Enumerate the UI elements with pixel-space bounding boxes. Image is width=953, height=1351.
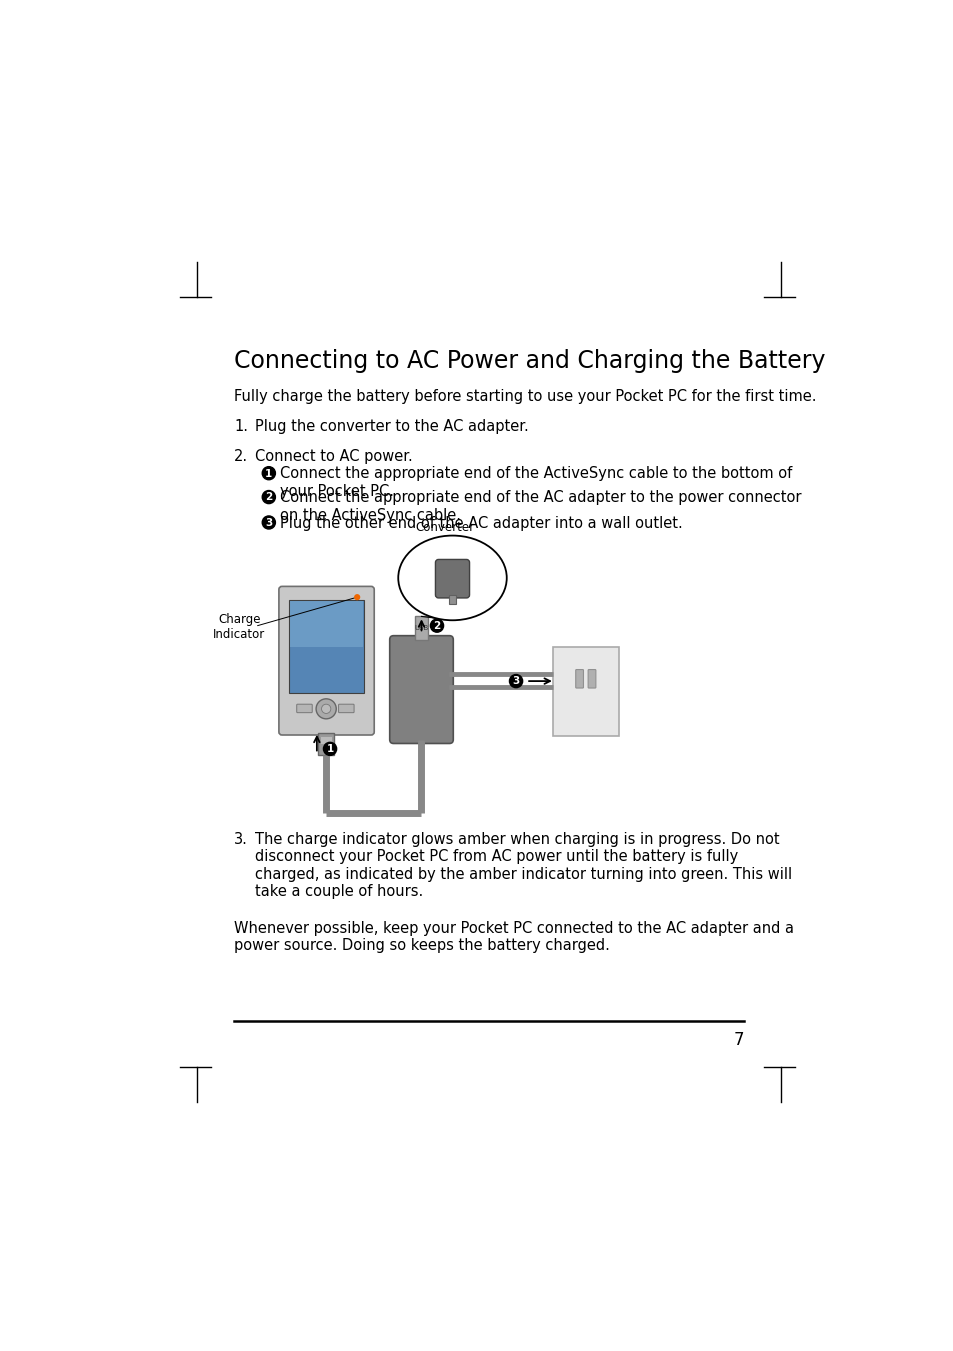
Text: Connect the appropriate end of the ActiveSync cable to the bottom of
your Pocket: Connect the appropriate end of the Activ… [280,466,792,499]
FancyBboxPatch shape [320,736,332,744]
FancyBboxPatch shape [575,670,583,688]
Circle shape [430,619,443,632]
Text: Plug the other end of the AC adapter into a wall outlet.: Plug the other end of the AC adapter int… [280,516,682,531]
Text: Connecting to AC Power and Charging the Battery: Connecting to AC Power and Charging the … [233,349,824,373]
Text: 1.: 1. [233,419,248,434]
FancyBboxPatch shape [448,594,456,604]
Circle shape [323,742,336,755]
FancyBboxPatch shape [338,704,354,713]
Circle shape [354,594,360,600]
Text: 2: 2 [265,493,273,503]
Text: Whenever possible, keep your Pocket PC connected to the AC adapter and a
power s: Whenever possible, keep your Pocket PC c… [233,920,793,952]
FancyBboxPatch shape [435,559,469,598]
Text: Connect to AC power.: Connect to AC power. [254,449,413,463]
Text: Charge
Indicator: Charge Indicator [213,612,265,640]
Circle shape [321,704,331,713]
Text: 1: 1 [265,469,273,478]
Circle shape [262,490,275,504]
Text: 3: 3 [265,517,273,528]
Text: 1: 1 [326,744,334,754]
Text: 3: 3 [512,677,519,686]
FancyBboxPatch shape [390,636,453,743]
FancyBboxPatch shape [415,616,428,639]
FancyBboxPatch shape [296,704,312,713]
Text: Plug the converter to the AC adapter.: Plug the converter to the AC adapter. [254,419,528,434]
Text: 2.: 2. [233,449,248,463]
Text: USB: USB [414,626,428,631]
FancyBboxPatch shape [289,600,364,693]
FancyBboxPatch shape [553,647,618,736]
FancyBboxPatch shape [290,601,363,647]
Text: 2: 2 [433,621,440,631]
FancyBboxPatch shape [587,670,596,688]
Text: Converter: Converter [415,521,474,534]
Text: 7: 7 [733,1031,743,1050]
Text: Fully charge the battery before starting to use your Pocket PC for the first tim: Fully charge the battery before starting… [233,389,816,404]
Circle shape [262,466,275,480]
Text: The charge indicator glows amber when charging is in progress. Do not
disconnect: The charge indicator glows amber when ch… [254,832,791,900]
Circle shape [315,698,335,719]
Text: 3.: 3. [233,832,248,847]
Ellipse shape [397,535,506,620]
Circle shape [262,516,275,530]
FancyBboxPatch shape [318,734,334,755]
Text: Connect the appropriate end of the AC adapter to the power connector
on the Acti: Connect the appropriate end of the AC ad… [280,490,801,523]
FancyBboxPatch shape [278,586,374,735]
Circle shape [509,674,522,688]
